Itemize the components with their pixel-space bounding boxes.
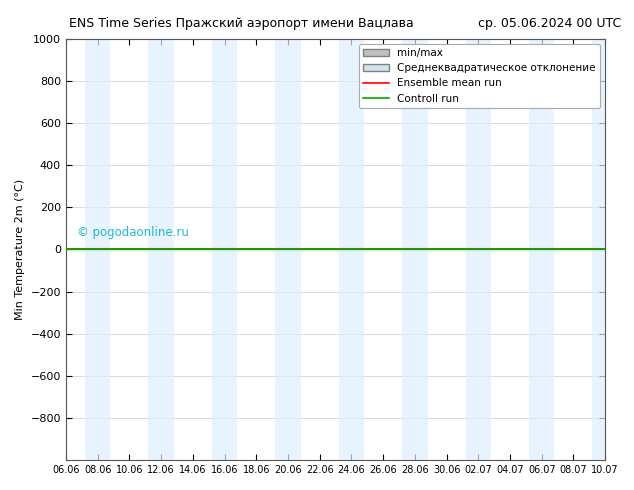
Legend: min/max, Среднеквадратическое отклонение, Ensemble mean run, Controll run: min/max, Среднеквадратическое отклонение… xyxy=(359,44,600,108)
Bar xyxy=(148,39,174,460)
Bar xyxy=(402,39,427,460)
Bar xyxy=(529,39,554,460)
Text: ср. 05.06.2024 00 UTC: ср. 05.06.2024 00 UTC xyxy=(478,17,621,30)
Text: © pogodaonline.ru: © pogodaonline.ru xyxy=(77,226,188,239)
Bar xyxy=(339,39,364,460)
Y-axis label: Min Temperature 2m (°C): Min Temperature 2m (°C) xyxy=(15,179,25,320)
Bar xyxy=(593,39,618,460)
Bar xyxy=(275,39,301,460)
Bar xyxy=(212,39,237,460)
Bar xyxy=(85,39,110,460)
Bar xyxy=(465,39,491,460)
Text: ENS Time Series Пражский аэропорт имени Вацлава: ENS Time Series Пражский аэропорт имени … xyxy=(68,17,413,30)
